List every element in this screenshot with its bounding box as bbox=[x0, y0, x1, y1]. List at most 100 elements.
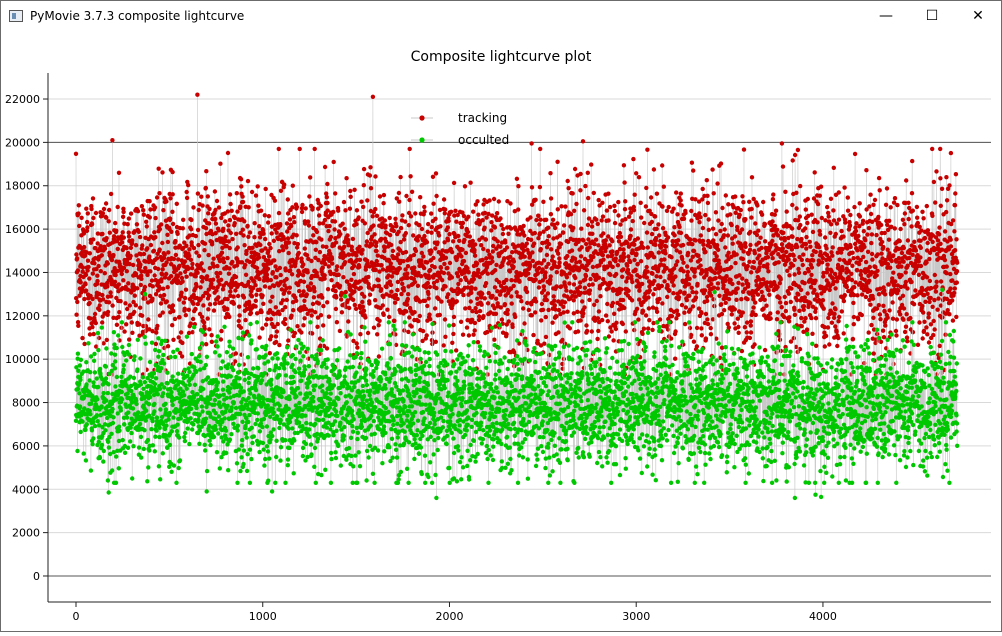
data-point bbox=[136, 209, 140, 213]
data-point bbox=[91, 420, 95, 424]
data-point bbox=[415, 357, 419, 361]
data-point bbox=[462, 259, 466, 263]
data-point bbox=[277, 312, 281, 316]
data-point bbox=[113, 221, 117, 225]
data-point bbox=[363, 315, 367, 319]
data-point bbox=[722, 308, 726, 312]
data-point bbox=[345, 233, 349, 237]
data-point bbox=[916, 221, 920, 225]
data-point bbox=[213, 189, 217, 193]
data-point bbox=[481, 218, 485, 222]
data-point bbox=[949, 151, 953, 155]
data-point bbox=[709, 293, 713, 297]
minimize-button[interactable]: — bbox=[863, 1, 909, 32]
data-point bbox=[326, 287, 330, 291]
data-point bbox=[93, 424, 97, 428]
data-point bbox=[218, 271, 222, 275]
data-point bbox=[389, 283, 393, 287]
data-point bbox=[621, 298, 625, 302]
data-point bbox=[654, 274, 658, 278]
data-point bbox=[873, 265, 877, 269]
data-point bbox=[455, 299, 459, 303]
data-point bbox=[622, 163, 626, 167]
data-point bbox=[207, 327, 211, 331]
data-point bbox=[493, 268, 497, 272]
title-bar[interactable]: PyMovie 3.7.3 composite lightcurve — ☐ ✕ bbox=[1, 1, 1001, 32]
data-point bbox=[480, 258, 484, 262]
data-point bbox=[106, 382, 110, 386]
y-tick-label: 22000 bbox=[5, 93, 40, 106]
data-point bbox=[427, 296, 431, 300]
data-point bbox=[789, 286, 793, 290]
data-point bbox=[239, 326, 243, 330]
data-point bbox=[160, 241, 164, 245]
data-point bbox=[232, 302, 236, 306]
data-point bbox=[808, 245, 812, 249]
data-point bbox=[608, 273, 612, 277]
data-point bbox=[276, 322, 280, 326]
data-point bbox=[604, 238, 608, 242]
data-point bbox=[554, 314, 558, 318]
data-point bbox=[208, 302, 212, 306]
data-point bbox=[204, 186, 208, 190]
data-point bbox=[183, 259, 187, 263]
data-point bbox=[226, 209, 230, 213]
data-point bbox=[706, 201, 710, 205]
data-point bbox=[792, 336, 796, 340]
data-point bbox=[918, 225, 922, 229]
data-point bbox=[573, 167, 577, 171]
data-point bbox=[693, 197, 697, 201]
data-point bbox=[834, 232, 838, 236]
data-point bbox=[394, 224, 398, 228]
data-point bbox=[828, 231, 832, 235]
data-point bbox=[479, 303, 483, 307]
data-point bbox=[596, 222, 600, 226]
data-point bbox=[853, 152, 857, 156]
data-point bbox=[570, 248, 574, 252]
data-point bbox=[304, 206, 308, 210]
data-point bbox=[932, 180, 936, 184]
data-point bbox=[875, 269, 879, 273]
data-point bbox=[529, 141, 533, 145]
data-point bbox=[198, 285, 202, 289]
data-point bbox=[140, 204, 144, 208]
data-point bbox=[445, 266, 449, 270]
data-point bbox=[85, 220, 89, 224]
data-point bbox=[315, 230, 319, 234]
data-point bbox=[204, 226, 208, 230]
data-point bbox=[417, 234, 421, 238]
data-point bbox=[619, 235, 623, 239]
data-point bbox=[433, 306, 437, 310]
data-point bbox=[197, 254, 201, 258]
data-point bbox=[504, 332, 508, 336]
data-point bbox=[406, 264, 410, 268]
data-point bbox=[164, 272, 168, 276]
data-point bbox=[679, 231, 683, 235]
data-point bbox=[562, 223, 566, 227]
data-point bbox=[590, 232, 594, 236]
data-point bbox=[943, 258, 947, 262]
data-point bbox=[187, 308, 191, 312]
data-point bbox=[84, 458, 88, 462]
data-point bbox=[111, 253, 115, 257]
maximize-button[interactable]: ☐ bbox=[909, 1, 955, 32]
data-point bbox=[354, 307, 358, 311]
data-point bbox=[325, 346, 329, 350]
data-point bbox=[172, 257, 176, 261]
data-point bbox=[117, 282, 121, 286]
data-point bbox=[355, 341, 359, 345]
data-point bbox=[660, 284, 664, 288]
data-point bbox=[576, 329, 580, 333]
data-point bbox=[286, 197, 290, 201]
data-point bbox=[127, 337, 131, 341]
lightcurve-chart[interactable]: 0200040006000800010000120001400016000180… bbox=[1, 32, 1001, 631]
data-point bbox=[926, 241, 930, 245]
data-point bbox=[866, 250, 870, 254]
data-point bbox=[910, 253, 914, 257]
data-point bbox=[681, 243, 685, 247]
close-button[interactable]: ✕ bbox=[955, 1, 1001, 32]
data-point bbox=[642, 221, 646, 225]
data-point bbox=[203, 242, 207, 246]
data-point bbox=[934, 169, 938, 173]
